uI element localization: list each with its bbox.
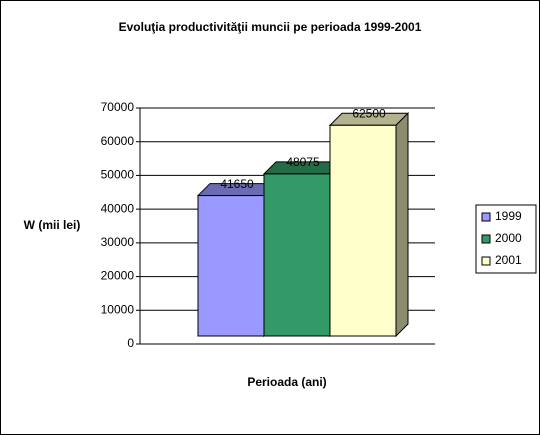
y-tick-label: 60000 <box>101 134 135 148</box>
y-tick-label: 0 <box>127 336 134 350</box>
legend-swatch <box>481 256 491 266</box>
data-label: 62500 <box>352 106 386 120</box>
chart-title: Evoluţia productivităţii muncii pe perio… <box>119 20 422 34</box>
legend-swatch <box>481 212 491 222</box>
legend-label: 1999 <box>495 209 522 223</box>
legend-swatch <box>481 234 491 244</box>
legend-label: 2001 <box>495 253 522 267</box>
x-axis-title: Perioada (ani) <box>247 375 326 389</box>
data-label: 41650 <box>220 177 254 191</box>
data-label: 48075 <box>286 155 320 169</box>
y-tick-label: 30000 <box>101 235 135 249</box>
y-tick-label: 10000 <box>101 302 135 316</box>
y-tick-label: 40000 <box>101 201 135 215</box>
y-tick-label: 20000 <box>101 269 135 283</box>
bar <box>197 195 265 337</box>
bar <box>263 173 331 337</box>
bar <box>329 124 397 337</box>
y-tick-label: 50000 <box>101 168 135 182</box>
y-tick-label: 70000 <box>101 100 135 114</box>
legend-label: 2000 <box>495 231 522 245</box>
y-axis-title: W (mii lei) <box>24 218 81 232</box>
bar-side <box>395 112 409 338</box>
